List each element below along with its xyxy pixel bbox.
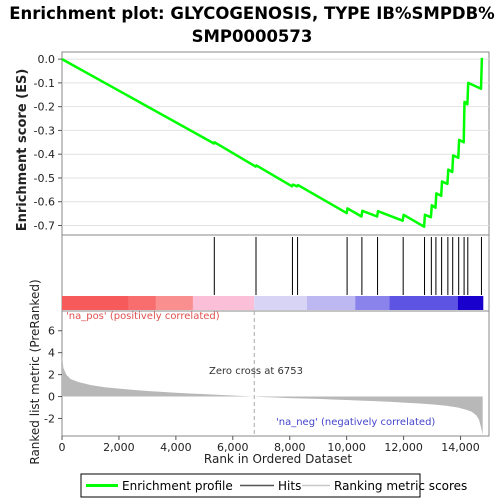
es-y-tick-label: -0.7	[34, 219, 55, 232]
es-panel-frame	[62, 52, 489, 235]
chart-title: Enrichment plot: GLYCOGENOSIS, TYPE IB%S…	[9, 4, 495, 46]
es-y-tick-label: -0.6	[34, 196, 55, 209]
color-bar-segment	[129, 296, 156, 310]
metric-y-tick-label: 4	[48, 347, 55, 360]
metric-y-tick-label: 2	[48, 369, 55, 382]
x-axis-title: Rank in Ordered Dataset	[204, 452, 352, 466]
zero-cross-label: Zero cross at 6753	[209, 366, 303, 377]
color-bar-segment	[156, 296, 193, 310]
chart-title-line-1: Enrichment plot: GLYCOGENOSIS, TYPE IB%S…	[9, 4, 495, 23]
metric-y-axis: 6 4 2 0 -2	[44, 325, 62, 426]
color-bar-segment	[458, 296, 484, 310]
chart-legend: Enrichment profile Hits Ranking metric sco…	[81, 474, 467, 497]
color-bar-segment	[193, 296, 254, 310]
legend-label: Enrichment profile	[122, 479, 233, 493]
metric-y-tick-label: 0	[48, 391, 55, 404]
x-tick-label: 2,000	[103, 441, 135, 454]
x-tick-label: 4,000	[160, 441, 192, 454]
es-y-tick-label: -0.1	[34, 77, 55, 90]
legend-label: Ranking metric scores	[334, 479, 467, 493]
es-y-tick-label: -0.4	[34, 148, 55, 161]
x-tick-label: 14,000	[441, 441, 480, 454]
ranking-color-bar	[62, 296, 483, 310]
es-y-tick-label: -0.2	[34, 101, 55, 114]
color-bar-segment	[307, 296, 355, 310]
x-tick-label: 0	[59, 441, 66, 454]
es-y-tick-label: -0.3	[34, 124, 55, 137]
legend-label: Hits	[278, 479, 301, 493]
metric-y-tick-label: -2	[44, 412, 55, 425]
color-bar-segment	[355, 296, 389, 310]
color-bar-segment	[254, 296, 307, 310]
x-tick-label: 12,000	[384, 441, 423, 454]
es-y-tick-label: -0.5	[34, 172, 55, 185]
es-y-axis-title: Enrichment score (ES)	[15, 69, 30, 232]
metric-y-axis-title: Ranked list metric (PreRanked)	[28, 279, 42, 464]
color-bar-segment	[62, 296, 129, 310]
color-bar-segment	[389, 296, 457, 310]
metric-y-tick-label: 6	[48, 325, 55, 338]
na-neg-label: 'na_neg' (negatively correlated)	[276, 417, 435, 428]
chart-title-line-2: SMP0000573	[192, 27, 313, 46]
na-pos-label: 'na_pos' (positively correlated)	[66, 311, 220, 322]
es-y-tick-label: 0.0	[38, 53, 56, 66]
